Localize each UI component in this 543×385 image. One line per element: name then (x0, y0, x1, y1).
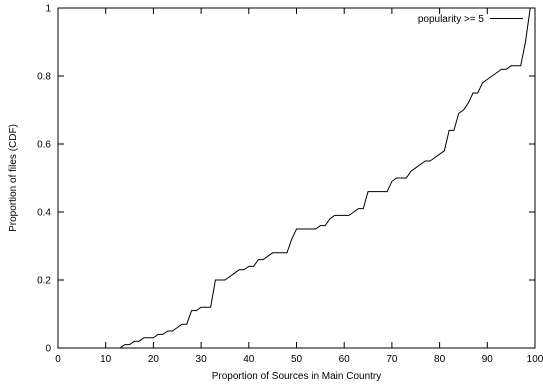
y-tick-label: 0.2 (37, 276, 51, 287)
y-tick-label: 1 (45, 4, 51, 15)
x-tick-label: 20 (148, 354, 160, 365)
x-tick-label: 0 (55, 354, 61, 365)
legend-label: popularity >= 5 (418, 14, 485, 25)
series-layer (58, 7, 535, 349)
plot-frame (57, 7, 536, 349)
x-tick-label: 100 (527, 354, 543, 365)
x-axis-ticks: 0 10 20 30 40 50 60 70 80 90 100 (55, 8, 543, 365)
y-axis-ticks: 0 0.2 0.4 0.6 0.8 1 (37, 4, 535, 355)
y-tick-label: 0.4 (37, 208, 51, 219)
x-tick-label: 70 (386, 354, 398, 365)
plot-border (57, 7, 536, 349)
x-tick-label: 50 (291, 354, 303, 365)
x-tick-label: 10 (100, 354, 112, 365)
x-tick-label: 40 (243, 354, 255, 365)
y-tick-label: 0.8 (37, 72, 51, 83)
x-tick-label: 80 (434, 354, 446, 365)
x-tick-label: 30 (196, 354, 208, 365)
legend: popularity >= 5 (418, 14, 523, 25)
y-tick-label: 0 (45, 344, 51, 355)
series-line-0 (58, 7, 535, 349)
y-axis-label: Proportion of files (CDF) (8, 124, 19, 232)
x-axis-label: Proportion of Sources in Main Country (212, 371, 382, 382)
y-tick-label: 0.6 (37, 140, 51, 151)
x-tick-label: 60 (339, 354, 351, 365)
x-tick-label: 90 (482, 354, 494, 365)
